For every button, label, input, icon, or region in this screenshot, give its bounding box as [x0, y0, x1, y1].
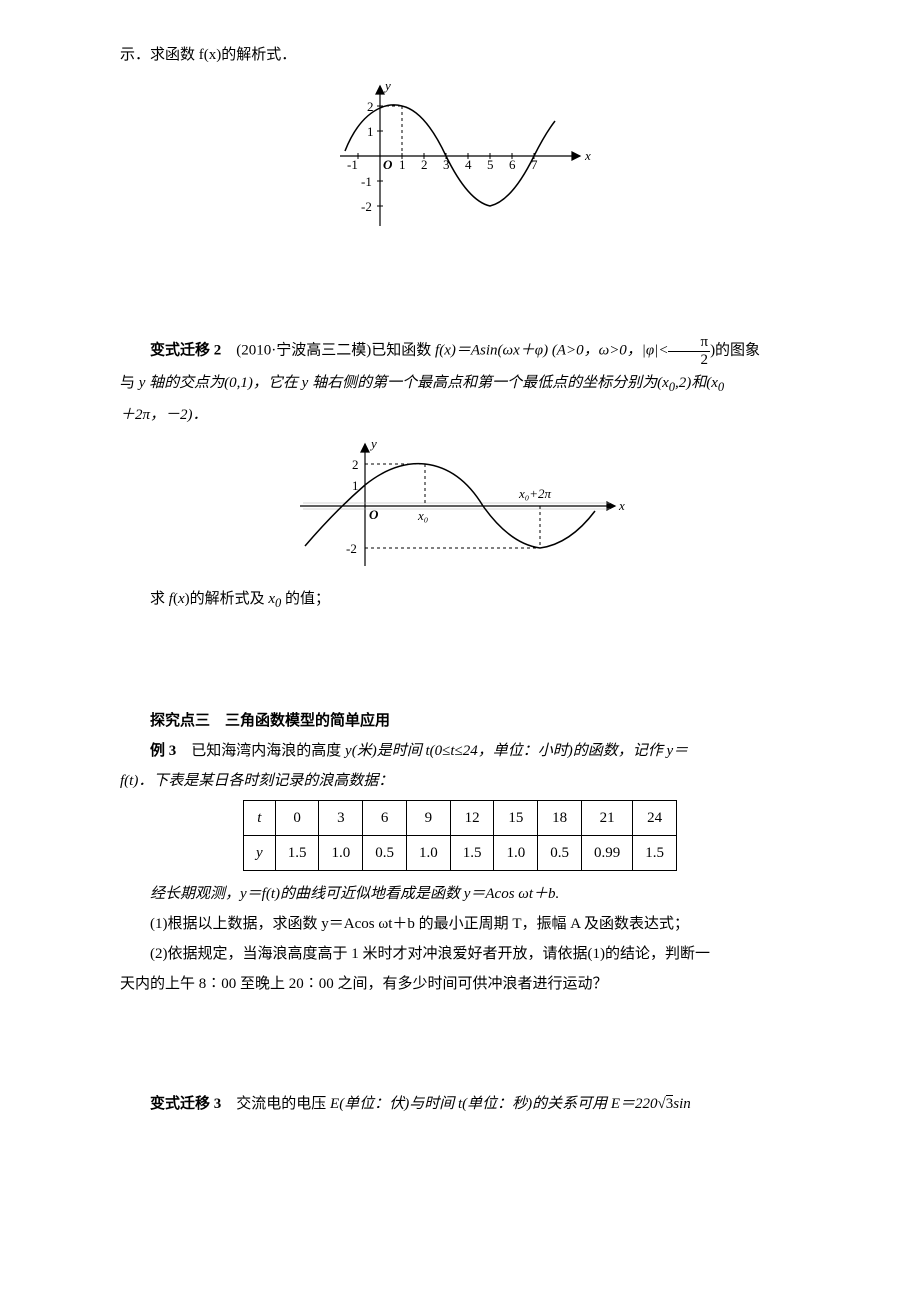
table-cell: 1.5	[275, 836, 319, 871]
q1-text: (1)根据以上数据，求函数 y＝Acos ωt＋b 的最小正周期 T，振幅 A …	[150, 916, 689, 932]
fig1-xt-6: 6	[509, 157, 516, 172]
q2-line1: (2)依据规定，当海浪高度高于 1 米时才对冲浪爱好者开放，请依据(1)的结论，…	[120, 939, 800, 969]
fig1-origin: O	[383, 157, 393, 172]
fig1-yt-p0: 2	[367, 99, 374, 114]
ex3-b-a: 已知海湾内海浪的高度	[191, 743, 345, 759]
variant2-para3: ＋2π，－2)．	[120, 400, 800, 430]
after-table-text: 经长期观测，y＝f(t)的曲线可近似地看成是函数 y＝Acos ωt＋b.	[150, 886, 559, 902]
spacer-2	[120, 616, 800, 706]
variant2-frac-den: 2	[668, 352, 710, 369]
fig1-xt-4: 4	[465, 157, 472, 172]
table-cell: 0.5	[538, 836, 582, 871]
variant2-frac: π2	[668, 334, 710, 368]
variant3-ba: 交流电的电压	[236, 1096, 330, 1112]
variant2-b1b: f(x)＝Asin(ωx＋φ) (A>0，ω>0，|φ|<	[435, 342, 668, 358]
variant2-ask: 求 f(x)的解析式及 x0 的值；	[120, 584, 800, 616]
fig2-y-label: y	[369, 436, 377, 451]
variant2-para1: 变式迁移 2 (2010·宁波高三二模)已知函数 f(x)＝Asin(ωx＋φ)…	[120, 334, 800, 368]
ex3-b2: f(t)．下表是某日各时刻记录的浪高数据：	[120, 773, 393, 789]
variant2-heading: 变式迁移 2	[150, 342, 221, 358]
sqrt-expr: √3	[658, 1095, 674, 1112]
spacer-3	[120, 999, 800, 1089]
fig1-y-label: y	[383, 78, 391, 93]
variant3-bb: E(单位：伏)与时间 t(单位：秒)的关系可用 E＝220	[330, 1096, 657, 1112]
variant2-ask-a: 求 f(x)的解析式及 x	[150, 591, 275, 607]
variant3-heading: 变式迁移 3	[150, 1096, 221, 1112]
table-row: t 0 3 6 9 12 15 18 21 24	[244, 801, 677, 836]
variant2-b2b: y 轴的交点为(0,1)，它在 y 轴右侧的第一个最高点和第一个最低点的坐标分别…	[139, 375, 669, 391]
ex3-label: 例 3	[150, 743, 176, 759]
fig1-x-label: x	[584, 148, 591, 163]
variant2-b3: ＋2π，－2)．	[120, 407, 208, 423]
wave-data-table: t 0 3 6 9 12 15 18 21 24 y 1.5 1.0 0.5 1…	[243, 800, 677, 871]
variant2-frac-num: π	[668, 334, 710, 352]
table-row: y 1.5 1.0 0.5 1.0 1.5 1.0 0.5 0.99 1.5	[244, 836, 677, 871]
fig2-yn2: -2	[346, 541, 357, 556]
q1: (1)根据以上数据，求函数 y＝Acos ωt＋b 的最小正周期 T，振幅 A …	[120, 909, 800, 939]
fig1-xt-2: 2	[421, 157, 428, 172]
section3-heading-text: 探究点三 三角函数模型的简单应用	[150, 713, 390, 729]
variant2-source: (2010·宁波高三二模)	[236, 342, 371, 358]
variant2-b1c: )的图象	[710, 342, 760, 358]
table-cell: y	[244, 836, 276, 871]
table-cell: 1.5	[450, 836, 494, 871]
figure-2: x y O 2 1 -2 x₀ x₀+2π	[120, 436, 800, 576]
fig2-x0: x₀	[417, 508, 428, 523]
variant2-b2a: 与	[120, 375, 139, 391]
table-cell: 0.99	[581, 836, 632, 871]
table-cell: 24	[633, 801, 677, 836]
figure-1: x y O -1 1 2 3 4 5 6 7 2 1 -1 -2	[120, 76, 800, 236]
fig2-y1: 1	[352, 478, 359, 493]
section3-heading: 探究点三 三角函数模型的简单应用	[120, 706, 800, 736]
table-cell: 9	[406, 801, 450, 836]
fig2-y2: 2	[352, 457, 359, 472]
figure-2-svg: x y O 2 1 -2 x₀ x₀+2π	[295, 436, 625, 576]
q2b-text: 天内的上午 8∶00 至晚上 20∶00 之间，有多少时间可供冲浪者进行运动？	[120, 976, 608, 992]
table-cell: 1.0	[406, 836, 450, 871]
fig1-xt-5: 5	[487, 157, 494, 172]
ex3-line1: 例 3 已知海湾内海浪的高度 y(米)是时间 t(0≤t≤24，单位：小时)的函…	[120, 736, 800, 766]
fig2-x0-2pi: x₀+2π	[518, 486, 552, 501]
table-cell: 0.5	[363, 836, 407, 871]
ex3-b-b: y(米)是时间 t(0≤t≤24，单位：小时)的函数，记作 y＝	[345, 743, 688, 759]
table-cell: 12	[450, 801, 494, 836]
after-table: 经长期观测，y＝f(t)的曲线可近似地看成是函数 y＝Acos ωt＋b.	[120, 879, 800, 909]
fig1-yt-n0: -1	[361, 174, 372, 189]
fig1-xt-1: 1	[399, 157, 406, 172]
intro-line: 示．求函数 f(x)的解析式．	[120, 40, 800, 70]
intro-text: 示．求函数 f(x)的解析式．	[120, 47, 296, 63]
table-cell: 18	[538, 801, 582, 836]
variant2-b2c: ,2)和(x	[675, 375, 718, 391]
q2a-text: (2)依据规定，当海浪高度高于 1 米时才对冲浪爱好者开放，请依据(1)的结论，…	[150, 946, 710, 962]
table-cell: 6	[363, 801, 407, 836]
table-cell: 0	[275, 801, 319, 836]
figure-1-svg: x y O -1 1 2 3 4 5 6 7 2 1 -1 -2	[325, 76, 595, 236]
variant3-para: 变式迁移 3 交流电的电压 E(单位：伏)与时间 t(单位：秒)的关系可用 E＝…	[120, 1089, 800, 1119]
table-cell: 15	[494, 801, 538, 836]
q2-line2: 天内的上午 8∶00 至晚上 20∶00 之间，有多少时间可供冲浪者进行运动？	[120, 969, 800, 999]
table-cell: 1.0	[494, 836, 538, 871]
fig1-xt-0: -1	[347, 157, 358, 172]
table-cell: 1.5	[633, 836, 677, 871]
fig2-origin: O	[369, 507, 379, 522]
table-cell: 1.0	[319, 836, 363, 871]
table-cell: 21	[581, 801, 632, 836]
variant3-bc: sin	[673, 1096, 691, 1112]
fig1-xt-3: 3	[443, 157, 450, 172]
variant2-sub2: 0	[718, 380, 724, 394]
variant2-para2: 与 y 轴的交点为(0,1)，它在 y 轴右侧的第一个最高点和第一个最低点的坐标…	[120, 368, 800, 400]
fig2-x-label: x	[618, 498, 625, 513]
table-cell: t	[244, 801, 276, 836]
fig1-yt-n1: -2	[361, 199, 372, 214]
table-cell: 3	[319, 801, 363, 836]
variant2-b1a: 已知函数	[371, 342, 435, 358]
spacer-1	[120, 244, 800, 334]
fig1-xt-7: 7	[531, 157, 538, 172]
ex3-line2: f(t)．下表是某日各时刻记录的浪高数据：	[120, 766, 800, 796]
variant2-ask-tail: 的值；	[281, 591, 330, 607]
fig1-yt-p1: 1	[367, 124, 374, 139]
